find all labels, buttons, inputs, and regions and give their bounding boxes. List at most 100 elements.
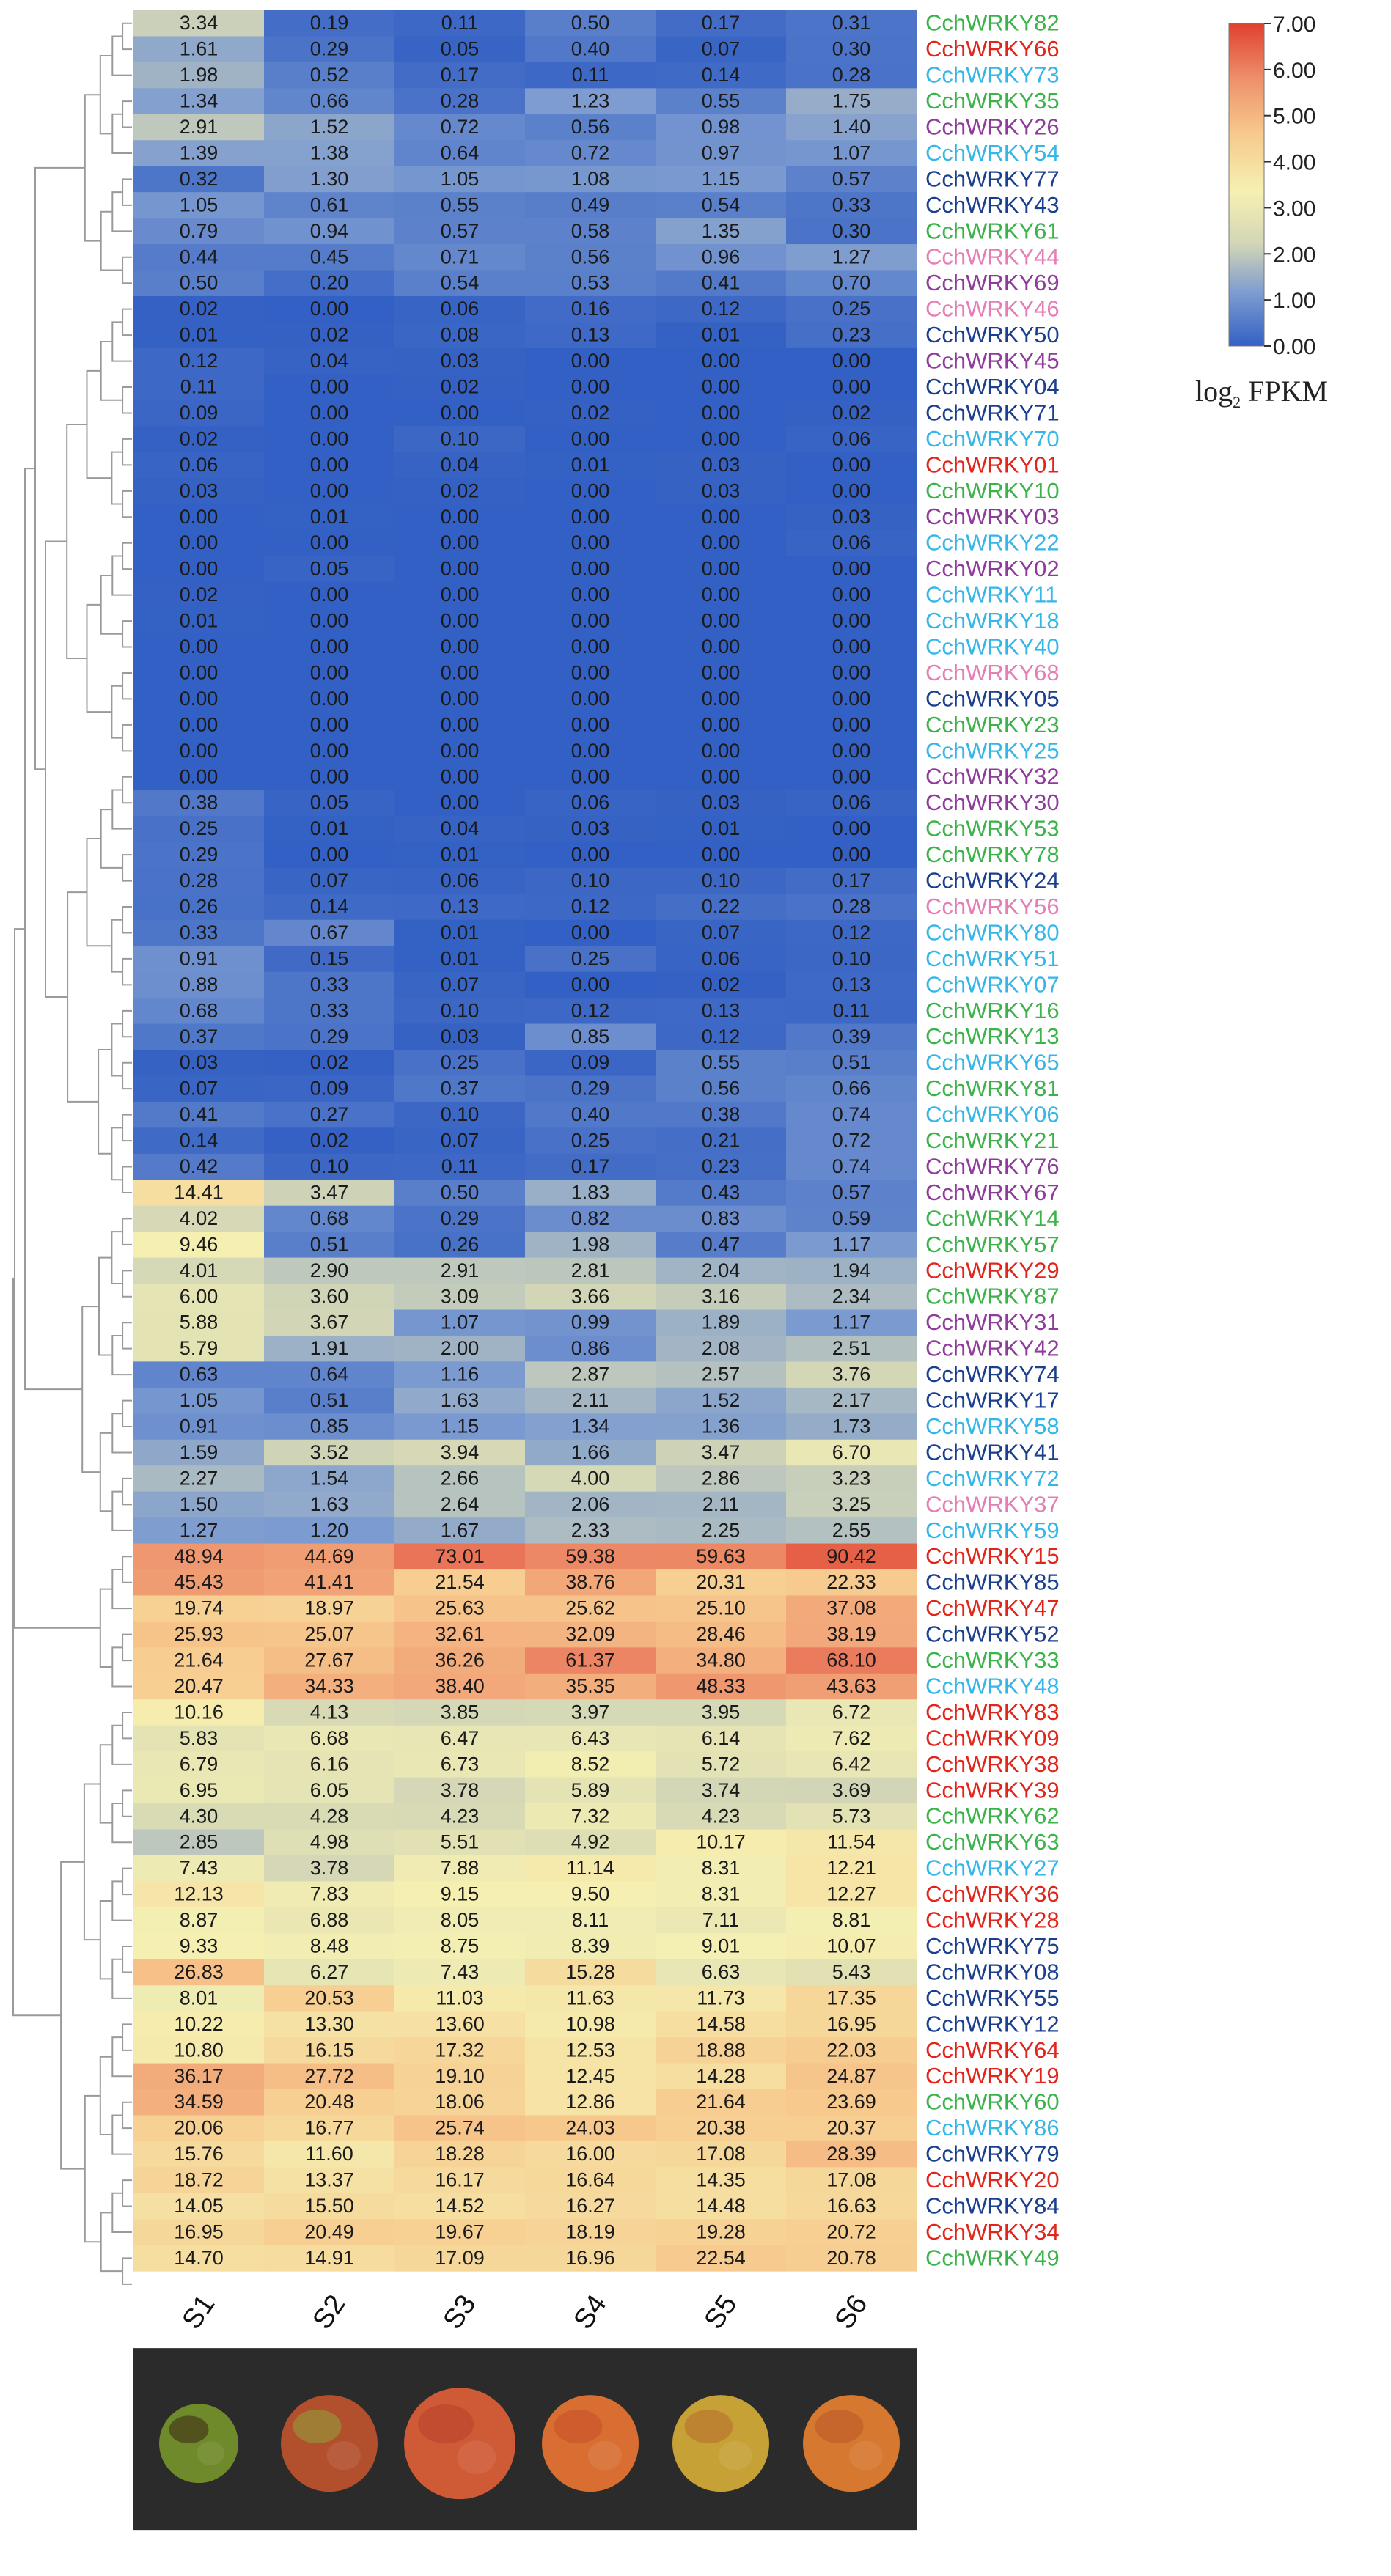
cell-value: 0.02 bbox=[310, 324, 349, 346]
cell-value: 0.07 bbox=[441, 1130, 480, 1152]
cell-value: 0.00 bbox=[180, 713, 219, 735]
cell-value: 0.00 bbox=[832, 688, 871, 710]
cell-value: 32.09 bbox=[565, 1623, 615, 1645]
gene-label: CchWRKY73 bbox=[925, 62, 1060, 88]
dendrogram-branch bbox=[122, 2101, 132, 2130]
cell-value: 2.11 bbox=[572, 1389, 609, 1411]
heatmap-cell bbox=[394, 530, 526, 556]
heatmap-cell bbox=[656, 1205, 787, 1232]
heatmap-cell bbox=[656, 1907, 787, 1934]
heatmap-cell bbox=[786, 1335, 917, 1362]
heatmap-cell bbox=[133, 1621, 265, 1648]
cell-value: 12.13 bbox=[174, 1883, 224, 1905]
cell-value: 0.12 bbox=[571, 896, 610, 918]
heatmap-cell bbox=[394, 114, 526, 141]
heatmap-cell bbox=[656, 36, 787, 63]
gene-label: CchWRKY34 bbox=[925, 2219, 1060, 2245]
heatmap-cell bbox=[656, 556, 787, 583]
cell-value: 0.00 bbox=[832, 713, 871, 735]
heatmap-cell bbox=[786, 1309, 917, 1336]
dendrogram-branch bbox=[122, 957, 132, 986]
heatmap-cell bbox=[525, 244, 656, 271]
heatmap-cell bbox=[525, 1023, 656, 1050]
cell-value: 0.03 bbox=[702, 792, 741, 814]
gene-label: CchWRKY10 bbox=[925, 478, 1060, 504]
heatmap-cell bbox=[133, 842, 265, 869]
gene-label: CchWRKY83 bbox=[925, 1699, 1060, 1725]
heatmap-cell bbox=[394, 1855, 526, 1882]
cell-value: 0.63 bbox=[180, 1364, 219, 1385]
cell-value: 3.47 bbox=[310, 1181, 349, 1203]
dendrogram-branch bbox=[14, 928, 100, 1629]
heatmap-cell bbox=[656, 1829, 787, 1856]
heatmap-cell bbox=[656, 1595, 787, 1622]
heatmap-cell bbox=[786, 712, 917, 739]
heatmap-cell bbox=[264, 1309, 395, 1336]
cell-value: 0.40 bbox=[571, 1103, 610, 1125]
heatmap-cell bbox=[394, 218, 526, 245]
heatmap-cell bbox=[264, 36, 395, 63]
gene-label: CchWRKY20 bbox=[925, 2167, 1060, 2193]
cell-value: 45.43 bbox=[174, 1571, 224, 1593]
cell-value: 8.81 bbox=[832, 1909, 871, 1931]
heatmap-cell bbox=[786, 1647, 917, 1674]
heatmap-cell bbox=[264, 1751, 395, 1778]
heatmap-cell bbox=[394, 1309, 526, 1336]
cell-value: 2.06 bbox=[571, 1493, 610, 1515]
cell-value: 8.87 bbox=[180, 1909, 219, 1931]
cell-value: 22.54 bbox=[696, 2247, 746, 2269]
heatmap-cell bbox=[394, 867, 526, 894]
cell-value: 0.07 bbox=[180, 1078, 219, 1100]
cell-value: 2.91 bbox=[441, 1259, 480, 1281]
cell-value: 0.17 bbox=[441, 64, 480, 86]
cell-value: 0.04 bbox=[310, 350, 349, 372]
cell-value: 0.10 bbox=[832, 947, 871, 969]
dendrogram-branch bbox=[99, 1899, 113, 1980]
cell-value: 0.00 bbox=[832, 376, 871, 398]
heatmap-cell bbox=[133, 685, 265, 713]
cell-value: 0.29 bbox=[571, 1078, 610, 1100]
heatmap-cell bbox=[264, 1907, 395, 1934]
heatmap-cell bbox=[525, 374, 656, 401]
heatmap-cell bbox=[656, 530, 787, 556]
cell-value: 4.30 bbox=[180, 1805, 219, 1827]
heatmap-cell bbox=[656, 1569, 787, 1596]
heatmap-cell bbox=[133, 1180, 265, 1207]
cell-value: 20.78 bbox=[826, 2247, 876, 2269]
heatmap-cell bbox=[264, 1023, 395, 1050]
heatmap-cell bbox=[264, 2167, 395, 2194]
cell-value: 26.83 bbox=[174, 1961, 224, 1983]
heatmap-cell bbox=[525, 581, 656, 608]
cell-value: 0.37 bbox=[180, 1026, 219, 1048]
gene-label: CchWRKY71 bbox=[925, 400, 1060, 425]
cell-value: 0.68 bbox=[180, 999, 219, 1021]
heatmap-cell bbox=[656, 88, 787, 115]
cell-value: 3.97 bbox=[571, 1701, 610, 1723]
cell-value: 14.35 bbox=[696, 2169, 746, 2191]
cell-value: 0.41 bbox=[180, 1103, 219, 1125]
gene-label: CchWRKY08 bbox=[925, 1959, 1060, 1984]
heatmap-cell bbox=[656, 218, 787, 245]
heatmap-cell bbox=[786, 1855, 917, 1882]
cell-value: 20.38 bbox=[696, 2117, 746, 2139]
dendrogram-branch bbox=[122, 1114, 132, 1142]
cell-value: 0.02 bbox=[310, 1051, 349, 1073]
cell-value: 0.50 bbox=[180, 272, 219, 294]
cell-value: 23.69 bbox=[826, 2091, 876, 2113]
cell-value: 0.00 bbox=[832, 817, 871, 839]
heatmap-cell bbox=[786, 764, 917, 790]
dendrogram-branch bbox=[111, 1023, 123, 1077]
heatmap-cell bbox=[133, 426, 265, 453]
cell-value: 0.01 bbox=[441, 921, 480, 943]
cell-value: 0.12 bbox=[832, 921, 871, 943]
cell-value: 0.07 bbox=[310, 869, 349, 891]
heatmap-cell bbox=[264, 140, 395, 167]
gene-labels: CchWRKY82CchWRKY66CchWRKY73CchWRKY35CchW… bbox=[925, 10, 1060, 2271]
dendrogram-branch bbox=[34, 166, 85, 770]
dendrogram-branch bbox=[99, 1744, 113, 1824]
heatmap-cell bbox=[264, 1257, 395, 1284]
scale-tick-label: 6.00 bbox=[1273, 59, 1315, 83]
cell-value: 0.01 bbox=[310, 817, 349, 839]
heatmap-cell bbox=[394, 971, 526, 998]
cell-value: 13.30 bbox=[304, 2013, 354, 2035]
